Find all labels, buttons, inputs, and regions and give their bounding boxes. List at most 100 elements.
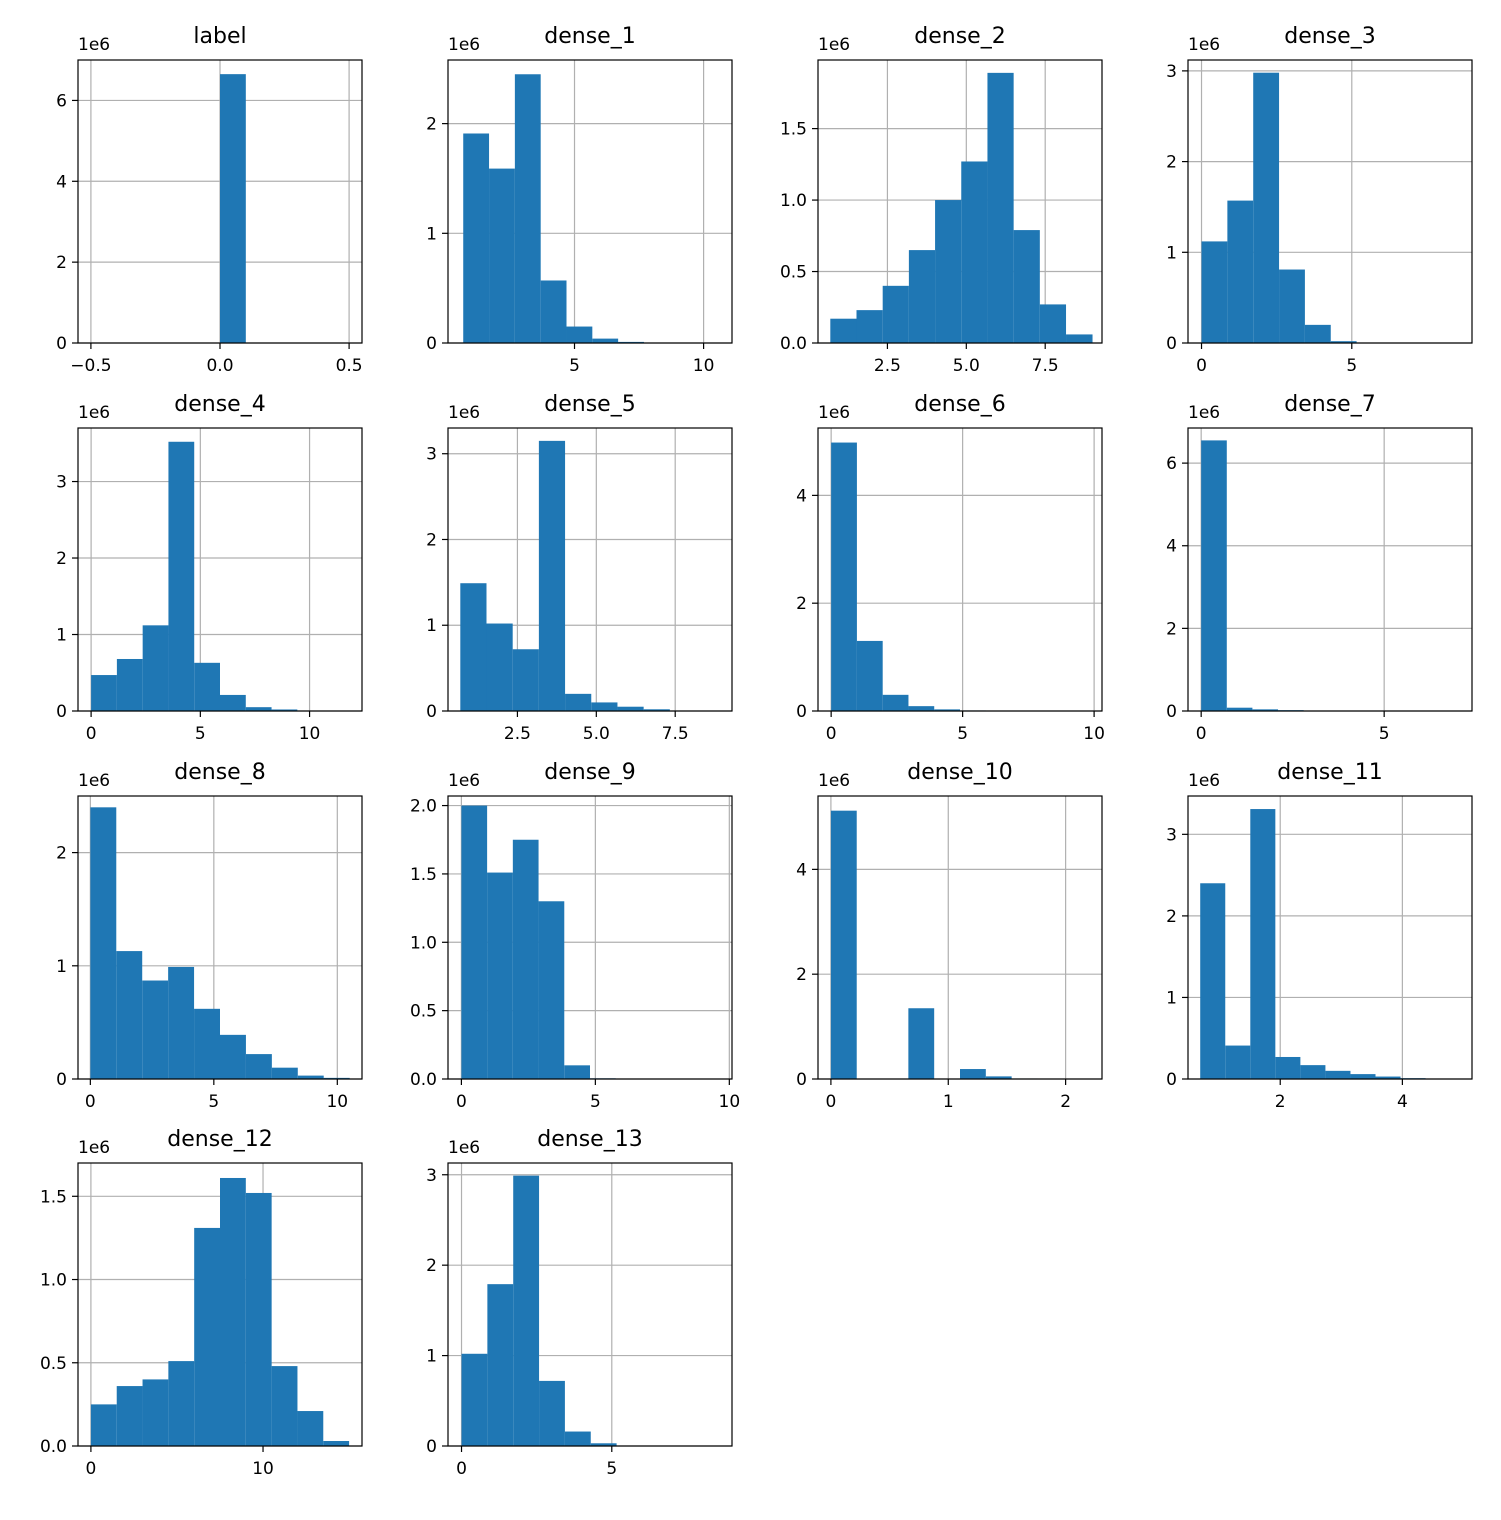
subplot-0-ytick-label-1: 2: [56, 253, 67, 273]
subplot-8-ytick-label-0: 0: [56, 1070, 67, 1090]
subplot-12-bar-4: [194, 1227, 220, 1446]
subplot-12-xtick-label-0: 0: [85, 1459, 96, 1479]
subplot-7-xtick-label-0: 0: [1196, 724, 1207, 744]
subplot-11-ytick-label-0: 0: [1166, 1070, 1177, 1090]
subplot-9: 0 5 10 0.0 0.5 1.0 1.5 2.0 1e6 dense_9: [410, 760, 740, 1112]
subplot-2-bar-9: [1066, 334, 1093, 343]
subplot-5-offset-text: 1e6: [448, 403, 480, 423]
subplot-5-ytick-label-0: 0: [426, 702, 437, 722]
subplot-6-bar-4: [934, 709, 960, 711]
subplot-7-bar-0: [1201, 440, 1227, 711]
subplot-8-bar-5: [220, 1034, 246, 1079]
subplot-5-bar-5: [591, 702, 618, 711]
subplot-8-frame: [77, 795, 363, 1080]
subplot-12-bar-7: [271, 1366, 298, 1446]
subplot-0-xtick-label-1: 0.0: [206, 356, 233, 376]
subplot-8-bar-6: [245, 1054, 272, 1079]
subplot-10-bar-6: [985, 1076, 1012, 1079]
subplot-11-bar-5: [1325, 1070, 1351, 1079]
subplot-4-bar-6: [245, 707, 272, 711]
subplot-5-xtick-label-0: 2.5: [504, 724, 531, 744]
subplot-4-ytick-label-3: 3: [56, 473, 67, 493]
subplot-0: −0.5 0.0 0.5 0 2 4 6 1e6 label: [56, 24, 362, 376]
subplot-1-ytick-label-0: 0: [426, 334, 437, 354]
subplot-8-bar-3: [168, 966, 195, 1079]
subplot-2-bar-5: [961, 161, 988, 343]
subplot-8-bar-1: [116, 951, 143, 1079]
subplot-4-offset-text: 1e6: [78, 403, 110, 423]
subplot-4-bar-0: [91, 675, 117, 711]
subplot-0-offset-text: 1e6: [78, 35, 110, 55]
subplot-5-ytick-label-2: 2: [426, 530, 437, 550]
subplot-4-frame: [77, 427, 363, 712]
subplot-5: 2.5 5.0 7.5 0 1 2 3 1e6 dense_5: [426, 392, 733, 744]
subplot-10-offset-text: 1e6: [818, 771, 850, 791]
subplot-7-ytick-label-0: 0: [1166, 702, 1177, 722]
subplot-6-offset-text: 1e6: [818, 403, 850, 423]
subplot-6-ytick-label-2: 4: [796, 486, 807, 506]
subplot-6-bar-1: [856, 640, 883, 711]
subplot-3-title: dense_3: [1284, 24, 1375, 49]
subplot-12-bar-9: [323, 1441, 350, 1446]
subplot-7-xtick-label-1: 5: [1379, 724, 1390, 744]
subplot-3-bar-2: [1253, 72, 1280, 343]
subplot-6-frame: [817, 427, 1103, 712]
subplot-13-ytick-label-1: 1: [426, 1347, 437, 1367]
subplot-5-frame: [447, 427, 733, 712]
subplot-11-bar-7: [1375, 1076, 1401, 1079]
subplot-2-bar-2: [882, 285, 909, 343]
subplot-2-xtick-label-2: 7.5: [1032, 356, 1059, 376]
subplot-10-ytick-label-0: 0: [796, 1070, 807, 1090]
subplot-11-bar-2: [1250, 809, 1276, 1079]
subplot-13-xtick-label-1: 5: [606, 1459, 617, 1479]
subplot-1-bar-3: [540, 280, 567, 343]
subplot-11-bar-0: [1200, 883, 1226, 1079]
subplot-7-ytick-label-3: 6: [1166, 454, 1177, 474]
subplot-4-bar-7: [271, 709, 298, 711]
subplot-12-bar-3: [168, 1361, 195, 1446]
subplot-5-bar-3: [538, 440, 566, 711]
subplot-8-bar-2: [142, 980, 169, 1079]
subplot-6-xtick-label-1: 5: [957, 724, 968, 744]
subplot-9-frame: [447, 795, 733, 1080]
subplot-12-bar-6: [245, 1192, 272, 1446]
subplot-8-ytick-label-1: 1: [56, 957, 67, 977]
subplot-9-xtick-label-1: 5: [590, 1092, 601, 1112]
subplot-2-bar-7: [1013, 230, 1040, 343]
subplot-7-bar-2: [1252, 709, 1279, 711]
subplot-9-ytick-label-4: 2.0: [410, 797, 437, 817]
subplot-10-title: dense_10: [907, 760, 1012, 785]
subplot-11-xtick-label-1: 4: [1397, 1092, 1408, 1112]
subplot-11-ytick-label-1: 1: [1166, 988, 1177, 1008]
subplot-9-ytick-label-0: 0.0: [410, 1070, 437, 1090]
subplot-3-frame: [1187, 59, 1473, 344]
subplot-1-bar-0: [463, 133, 490, 343]
subplot-5-bar-7: [643, 709, 670, 711]
subplot-0-bar-5: [220, 74, 246, 344]
subplot-1-xtick-label-0: 5: [569, 356, 580, 376]
subplot-12-ytick-label-0: 0.0: [40, 1437, 67, 1457]
subplot-3-bar-3: [1279, 269, 1305, 343]
subplot-9-title: dense_9: [544, 760, 635, 785]
subplot-9-bar-0: [461, 805, 488, 1079]
subplot-8-offset-text: 1e6: [78, 771, 110, 791]
subplot-11-ytick-label-2: 2: [1166, 907, 1177, 927]
subplot-6-ytick-label-1: 2: [796, 594, 807, 614]
subplot-6-xtick-label-2: 10: [1083, 724, 1105, 744]
subplot-2-bar-0: [830, 318, 857, 343]
subplot-12-xtick-label-1: 10: [252, 1459, 274, 1479]
subplot-3-offset-text: 1e6: [1188, 35, 1220, 55]
subplot-0-ytick-label-2: 4: [56, 172, 67, 192]
subplot-11-bar-6: [1350, 1074, 1376, 1079]
subplot-11-xtick-label-0: 2: [1275, 1092, 1286, 1112]
subplot-9-ytick-label-3: 1.5: [410, 865, 437, 885]
subplot-4-bar-2: [142, 625, 169, 711]
subplot-3-bar-4: [1304, 324, 1331, 343]
subplot-12-title: dense_12: [167, 1127, 272, 1152]
subplot-11-title: dense_11: [1277, 760, 1382, 785]
subplot-5-bar-4: [565, 693, 592, 711]
subplot-7-bar-1: [1226, 707, 1253, 711]
subplot-6: 0 5 10 0 2 4 1e6 dense_6: [796, 392, 1105, 744]
subplot-7: 0 5 0 2 4 6 1e6 dense_7: [1166, 392, 1473, 744]
